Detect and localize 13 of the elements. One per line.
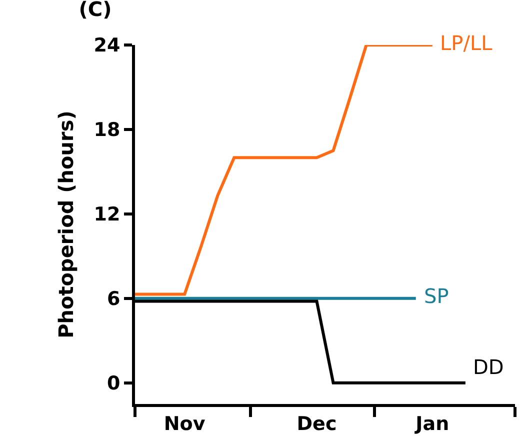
- chart-title: (C): [78, 0, 112, 22]
- x-tick-label: Nov: [164, 412, 206, 435]
- y-tick-label: 24: [94, 34, 120, 57]
- series-label: SP: [424, 284, 449, 308]
- y-tick-label: 12: [94, 204, 120, 226]
- series-label: DD: [473, 355, 504, 379]
- y-tick-label: 6: [106, 288, 120, 310]
- y-axis-title: Photoperiod (hours): [54, 110, 78, 338]
- x-tick-label: Dec: [296, 412, 337, 435]
- x-tick-label: Jan: [414, 412, 450, 435]
- series-label: LP/LL: [440, 31, 494, 55]
- y-tick-label: 0: [106, 372, 120, 395]
- y-tick-label: 18: [94, 119, 120, 142]
